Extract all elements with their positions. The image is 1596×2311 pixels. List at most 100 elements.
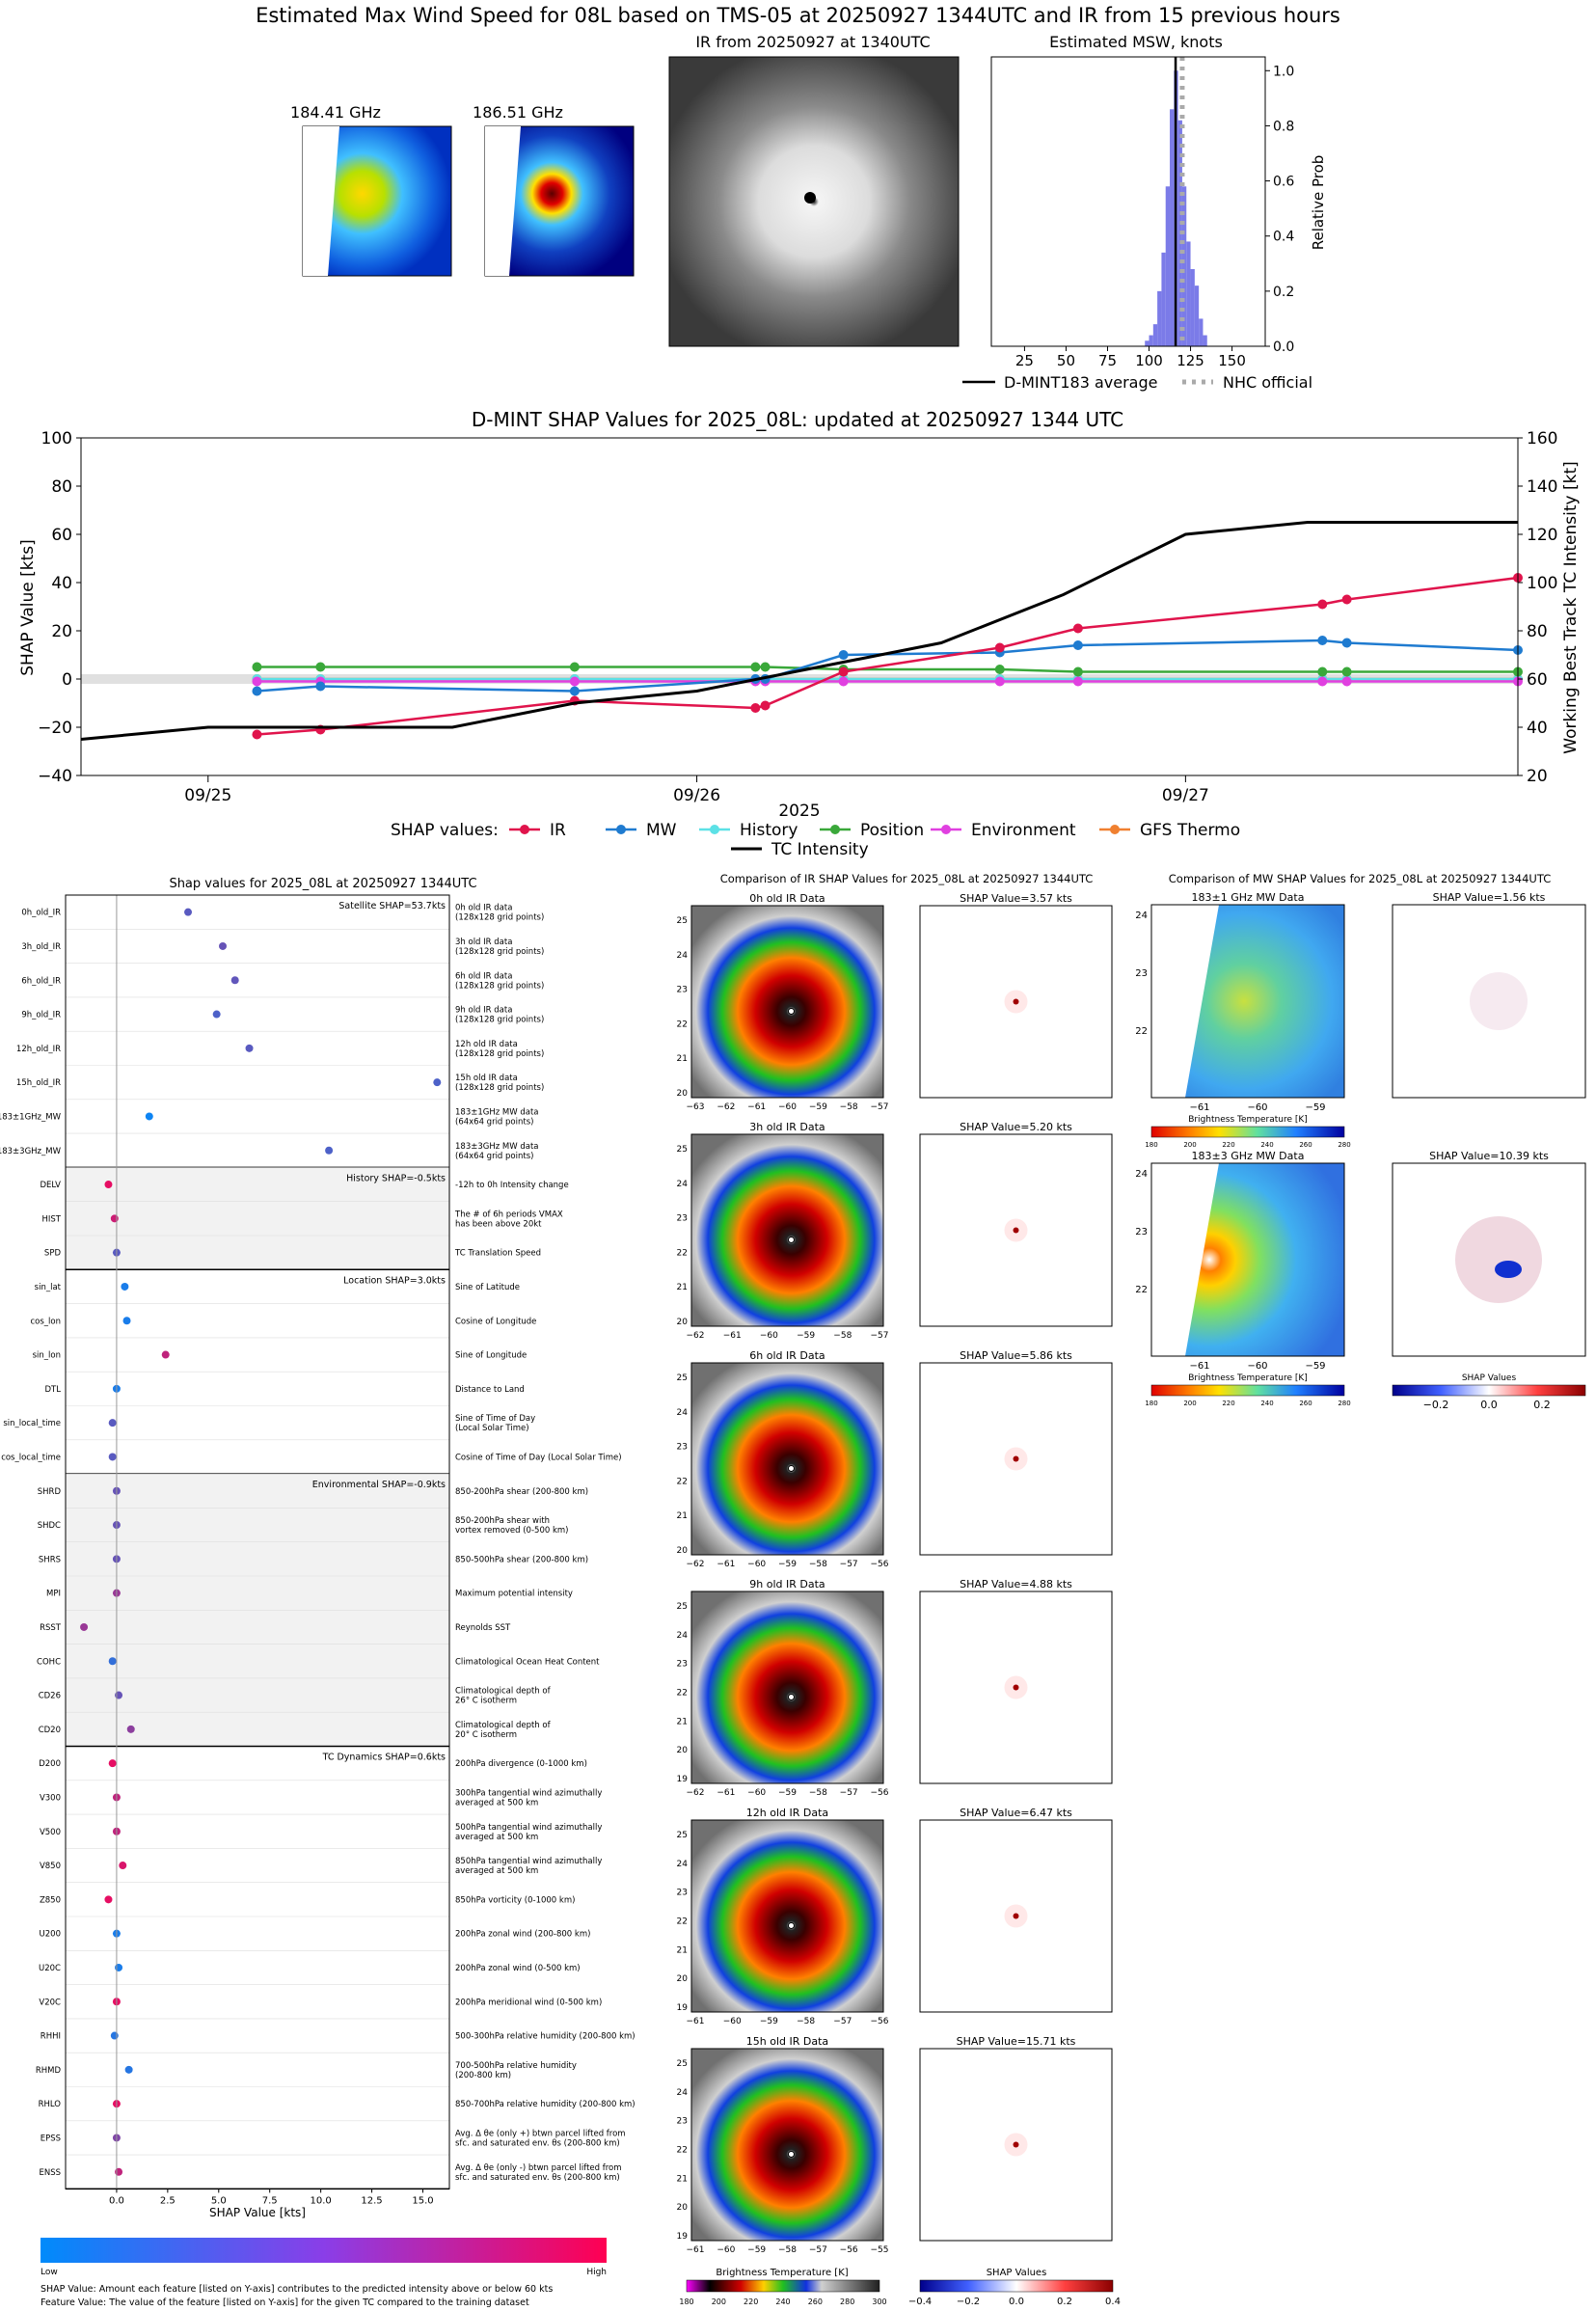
mw-xtick-label: −60 xyxy=(1247,1102,1267,1113)
feature-desc: 9h old IR data xyxy=(455,1006,512,1016)
feature-desc: 183±1GHz MW data xyxy=(455,1107,538,1117)
ir-xtick-label: −60 xyxy=(717,2245,735,2255)
mw-cbar-tick: 240 xyxy=(1260,1400,1273,1407)
ts-y2tick-label: 80 xyxy=(1527,622,1548,641)
feature-desc: Climatological Ocean Heat Content xyxy=(455,1657,600,1667)
ir-ytick-label: 24 xyxy=(677,1408,689,1418)
mw-cbar-tick: 200 xyxy=(1183,1141,1196,1149)
feature-name: 6h_old_IR xyxy=(21,976,61,986)
feature-desc: 850hPa vorticity (0-1000 km) xyxy=(455,1895,575,1905)
ir-ytick-label: 23 xyxy=(677,1443,688,1453)
ir-xtick-label: −62 xyxy=(687,1331,705,1341)
feature-desc: Reynolds SST xyxy=(455,1623,511,1633)
ir-data-title: 15h old IR Data xyxy=(746,2035,828,2048)
feature-desc: 200hPa divergence (0-1000 km) xyxy=(455,1759,587,1769)
ir-cbar-tick: 280 xyxy=(840,2297,854,2306)
feature-point xyxy=(110,2031,119,2040)
mw-ytick-label: 24 xyxy=(1135,911,1148,921)
tc-intensity-line xyxy=(80,521,1518,741)
ir-shap-center xyxy=(1013,2141,1019,2148)
feature-desc: 15h old IR data xyxy=(455,1074,518,1083)
feature-name: SHRS xyxy=(39,1555,61,1564)
ir-panel-title: Comparison of IR SHAP Values for 2025_08… xyxy=(720,872,1094,885)
hist-bar xyxy=(1145,340,1150,346)
ir-cbar-tick: 260 xyxy=(808,2297,823,2306)
feature-desc: vortex removed (0-500 km) xyxy=(455,1526,568,1536)
ir-xtick-label: −60 xyxy=(760,1331,778,1341)
legend-nhc-label: NHC official xyxy=(1223,373,1312,392)
feature-desc: Sine of Latitude xyxy=(455,1283,520,1292)
legend-marker xyxy=(941,825,951,834)
feature-desc: 3h old IR data xyxy=(455,938,512,947)
ts-y2tick-label: 140 xyxy=(1527,477,1557,497)
ir-xtick-label: −58 xyxy=(840,1102,858,1112)
feature-name: EPSS xyxy=(41,2134,61,2143)
feature-desc: Avg. Δ θe (only -) btwn parcel lifted fr… xyxy=(455,2163,622,2173)
series-point xyxy=(252,729,262,740)
mw-ytick-label: 23 xyxy=(1135,968,1148,979)
feature-point xyxy=(110,1214,119,1223)
feature-name: cos_lon xyxy=(30,1317,61,1326)
feature-name: 3h_old_IR xyxy=(21,942,61,952)
feature-desc: 20° C isotherm xyxy=(455,1730,517,1740)
feature-point xyxy=(115,1691,123,1699)
feature-desc: Avg. Δ θe (only +) btwn parcel lifted fr… xyxy=(455,2129,626,2138)
ir-ytick-label: 24 xyxy=(677,1180,689,1189)
ir-ytick-label: 24 xyxy=(677,2088,689,2098)
ir-data-image xyxy=(690,1819,884,2013)
group-label: History SHAP=-0.5kts xyxy=(346,1173,446,1183)
ts-legend-title: SHAP values: xyxy=(391,821,499,840)
hist-ytick-label: 1.0 xyxy=(1273,64,1294,79)
feature-desc: 6h old IR data xyxy=(455,971,512,981)
ts-y2tick-label: 160 xyxy=(1527,429,1557,449)
ir-data-image xyxy=(690,905,884,1099)
feature-desc: averaged at 500 km xyxy=(455,1798,538,1808)
ir-xtick-label: −60 xyxy=(747,1788,766,1798)
ts-plot: −40 −20 0 20 40 60 80 100 20 40 60 80 100 120 140 160 09… xyxy=(38,429,1557,805)
ts-y2tick-label: 100 xyxy=(1527,574,1557,593)
mw-data-title: 183±3 GHz MW Data xyxy=(1192,1150,1305,1162)
ir-xtick-label: −57 xyxy=(871,1331,889,1341)
feature-desc: 850-500hPa shear (200-800 km) xyxy=(455,1555,588,1564)
series-point xyxy=(315,662,326,672)
ir-xtick-label: −62 xyxy=(687,1560,705,1569)
series-point xyxy=(838,676,849,687)
feature-name: V850 xyxy=(40,1862,61,1871)
ir-shap-title: SHAP Value=5.86 kts xyxy=(960,1349,1072,1362)
group-shade xyxy=(66,1167,449,1270)
ir-shap-center xyxy=(1013,1684,1019,1691)
fp-xlabel: SHAP Value [kts] xyxy=(209,2206,306,2219)
mw-xtick-label: −59 xyxy=(1305,1361,1325,1372)
feature-desc: 850-200hPa shear with xyxy=(455,1516,550,1526)
shap-timeseries: D-MINT SHAP Values for 2025_08L: updated… xyxy=(18,408,1581,859)
ir-xtick-label: −57 xyxy=(871,1102,889,1112)
hist-xtick-label: 25 xyxy=(1015,352,1034,369)
hist-ytick-label: 0.6 xyxy=(1273,175,1294,190)
ir-ytick-label: 21 xyxy=(677,1717,688,1726)
hist-bar xyxy=(1190,269,1195,346)
ts-y2tick-label: 60 xyxy=(1527,670,1548,690)
series-point xyxy=(1341,638,1352,648)
ir-shap-center xyxy=(1013,998,1019,1005)
mw-cbar-tick: 280 xyxy=(1338,1141,1350,1149)
ir-xtick-label: −61 xyxy=(717,1560,735,1569)
feature-desc: Maximum potential intensity xyxy=(455,1590,573,1599)
feature-desc: The # of 6h periods VMAX xyxy=(454,1210,563,1219)
ir-shap-cbar xyxy=(919,2279,1114,2293)
ir-ytick-label: 24 xyxy=(677,951,689,961)
ir-ytick-label: 19 xyxy=(677,1775,689,1784)
feature-desc: Climatological depth of xyxy=(455,1687,552,1697)
ir-xtick-label: −59 xyxy=(797,1331,815,1341)
msw-histogram: 25 50 75 100 125 150 0.0 0.2 0.4 0.6 0.8 1.0 xyxy=(990,56,1294,369)
ir-ytick-label: 24 xyxy=(677,1860,689,1869)
ir-eye-marker xyxy=(787,1236,795,1243)
hist-ylabel: Relative Prob xyxy=(1310,155,1327,251)
feature-name: SHRD xyxy=(38,1487,62,1497)
feature-name: V500 xyxy=(40,1828,61,1837)
ir-xtick-label: −61 xyxy=(717,1788,735,1798)
feature-name: 183±1GHz_MW xyxy=(0,1112,62,1122)
mw-shap-cbar-label: SHAP Values xyxy=(1462,1373,1517,1383)
hist-bar xyxy=(1165,186,1171,346)
legend-avg-label: D-MINT183 average xyxy=(1004,373,1157,392)
fp-xtick-label: 12.5 xyxy=(361,2195,382,2206)
